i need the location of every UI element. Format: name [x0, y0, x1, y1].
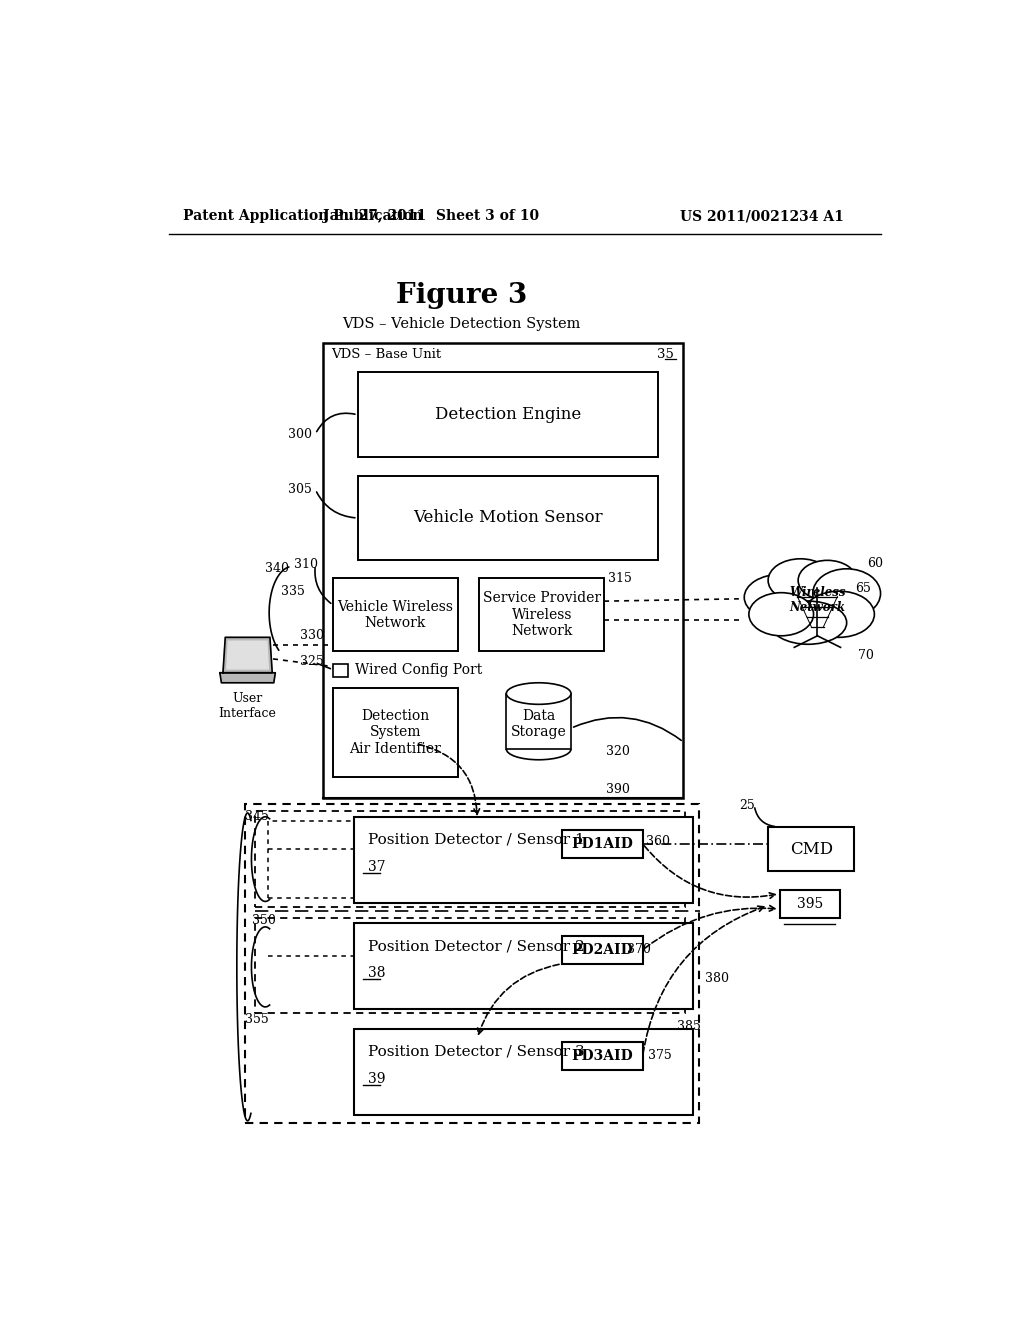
Text: Detection Engine: Detection Engine [435, 407, 581, 424]
Text: 340: 340 [265, 561, 290, 574]
Text: VDS – Vehicle Detection System: VDS – Vehicle Detection System [342, 317, 581, 331]
Text: Position Detector / Sensor 2: Position Detector / Sensor 2 [368, 939, 585, 953]
Ellipse shape [770, 601, 847, 644]
Bar [267, 821, 422, 898]
Bar [354, 1028, 692, 1114]
Text: 390: 390 [605, 783, 630, 796]
Ellipse shape [506, 682, 571, 705]
Text: Data
Storage: Data Storage [511, 709, 566, 739]
Ellipse shape [749, 593, 813, 636]
Text: Position Detector / Sensor 1: Position Detector / Sensor 1 [368, 833, 585, 847]
Text: 305: 305 [289, 483, 312, 496]
Text: VDS – Base Unit: VDS – Base Unit [331, 348, 441, 362]
Text: User
Interface: User Interface [219, 692, 276, 719]
Text: PD3AID: PD3AID [571, 1049, 633, 1063]
Bar [354, 817, 692, 903]
Text: Wireless
Network: Wireless Network [790, 586, 846, 614]
Text: PD1AID: PD1AID [571, 837, 633, 850]
Bar [323, 343, 683, 797]
Text: 335: 335 [281, 585, 304, 598]
Text: 370: 370 [628, 944, 651, 957]
Text: Service Provider
Wireless
Network: Service Provider Wireless Network [482, 591, 601, 638]
Text: 35: 35 [657, 348, 674, 362]
Text: Vehicle Wireless
Network: Vehicle Wireless Network [338, 599, 454, 630]
Text: 38: 38 [368, 966, 385, 979]
Text: 350: 350 [252, 915, 276, 927]
Text: 37: 37 [368, 859, 385, 874]
Text: Figure 3: Figure 3 [396, 282, 527, 309]
Text: 330: 330 [300, 630, 324, 643]
Text: Patent Application Publication: Patent Application Publication [183, 209, 423, 223]
Text: 355: 355 [245, 1012, 268, 1026]
Text: 325: 325 [300, 656, 324, 668]
Text: 320: 320 [606, 744, 631, 758]
Text: 65: 65 [855, 582, 871, 594]
Bar [562, 936, 643, 964]
Bar [357, 372, 658, 457]
Text: 39: 39 [368, 1072, 385, 1085]
Bar [333, 578, 458, 651]
Ellipse shape [768, 558, 833, 602]
Text: 345: 345 [245, 810, 268, 824]
Text: 310: 310 [294, 558, 317, 572]
Text: Jan. 27, 2011  Sheet 3 of 10: Jan. 27, 2011 Sheet 3 of 10 [323, 209, 539, 223]
Bar [768, 826, 854, 871]
Text: 360: 360 [646, 834, 671, 847]
Text: 385: 385 [677, 1020, 701, 1034]
Text: 380: 380 [705, 972, 729, 985]
Bar [562, 830, 643, 858]
Text: Vehicle Motion Sensor: Vehicle Motion Sensor [413, 510, 603, 527]
Bar [357, 475, 658, 561]
Bar [245, 804, 698, 1123]
Text: US 2011/0021234 A1: US 2011/0021234 A1 [680, 209, 844, 223]
Bar [255, 812, 685, 907]
Bar [562, 1043, 643, 1071]
Text: 25: 25 [739, 799, 755, 812]
Polygon shape [220, 673, 275, 682]
Text: PD2AID: PD2AID [571, 942, 633, 957]
Text: 300: 300 [289, 428, 312, 441]
Ellipse shape [798, 561, 857, 601]
Text: Detection
System
Air Identifier: Detection System Air Identifier [349, 709, 441, 755]
Text: 60: 60 [867, 557, 884, 570]
Ellipse shape [804, 591, 874, 638]
Bar [255, 917, 685, 1014]
Text: CMD: CMD [790, 841, 833, 858]
Ellipse shape [744, 574, 818, 620]
Polygon shape [226, 642, 268, 669]
Text: Wired Config Port: Wired Config Port [354, 663, 482, 677]
Polygon shape [223, 638, 272, 673]
Text: 375: 375 [648, 1049, 672, 1063]
Bar [354, 923, 692, 1010]
Text: Position Detector / Sensor 3: Position Detector / Sensor 3 [368, 1044, 585, 1059]
Bar [779, 890, 840, 917]
Text: 315: 315 [608, 573, 632, 585]
Bar [479, 578, 604, 651]
Text: 395: 395 [797, 896, 823, 911]
Bar [506, 693, 571, 748]
Bar [333, 664, 348, 677]
Ellipse shape [813, 569, 881, 618]
Text: 70: 70 [858, 648, 874, 661]
Bar [333, 688, 458, 776]
